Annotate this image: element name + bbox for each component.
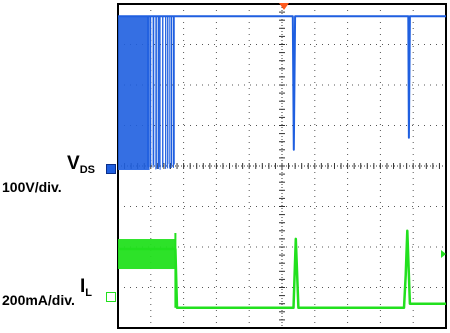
trace-vds-burst: [118, 16, 150, 171]
ch2-symbol: I: [80, 276, 86, 297]
trace-il: [118, 229, 446, 310]
trace-il-burst: [118, 239, 176, 270]
ch2-scale-label: 200mA/div.: [2, 292, 75, 308]
ch2-subscript: L: [85, 287, 93, 299]
ch1-symbol: V: [67, 153, 80, 174]
channel-2-marker-icon: [106, 292, 116, 302]
channel-1-marker-icon: [106, 164, 116, 174]
waveform-traces: [118, 15, 446, 310]
ch2-label: IL: [80, 276, 93, 299]
trigger-level-icon: [441, 250, 446, 258]
ch1-subscript: DS: [79, 164, 95, 176]
trigger-position-icon: [279, 3, 289, 10]
graticule-grid: [117, 3, 447, 329]
trace-vds: [118, 15, 446, 151]
ch1-scale-label: 100V/div.: [2, 179, 62, 195]
ch1-label: VDS: [67, 153, 95, 176]
